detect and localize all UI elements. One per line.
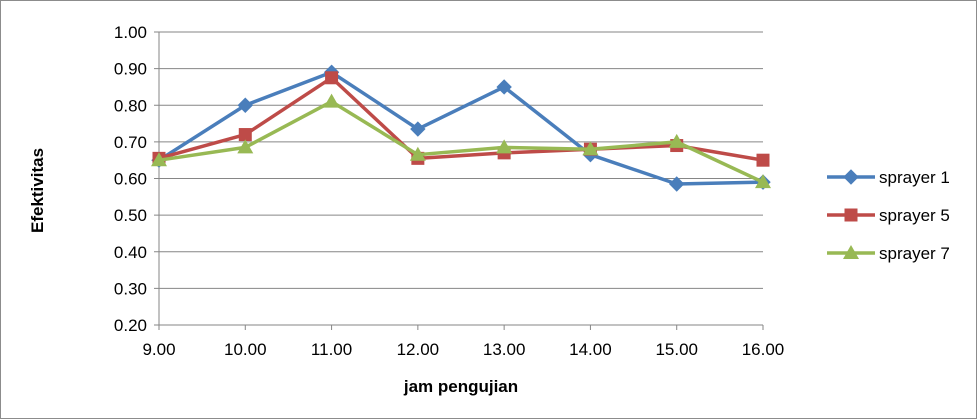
y-tick-label: 0.30 [114,279,147,298]
x-axis-title: jam pengujian [403,377,518,396]
legend-label: sprayer 1 [879,168,950,187]
legend-item: sprayer 1 [827,168,950,187]
series-sprayer-7 [151,93,771,189]
x-tick-label: 12.00 [397,340,440,359]
marker-triangle [409,146,426,161]
legend-label: sprayer 5 [879,206,950,225]
y-tick-label: 0.70 [114,133,147,152]
y-tick-label: 0.50 [114,206,147,225]
legend-label: sprayer 7 [879,244,950,263]
marker-triangle [668,133,685,148]
y-tick-label: 0.80 [114,96,147,115]
marker-triangle [237,139,254,154]
y-tick-label: 1.00 [114,23,147,42]
x-tick-label: 11.00 [311,340,352,359]
legend-item: sprayer 7 [827,244,950,263]
marker-diamond [410,121,426,137]
axes [154,31,764,330]
marker-triangle [755,174,771,189]
y-tick-label: 0.20 [114,316,147,335]
marker-triangle [323,93,340,108]
legend-item: sprayer 5 [827,206,950,225]
tick-labels: 0.20 0.30 0.40 0.50 0.60 0.70 0.80 0.90 1.00 9.00… [114,23,784,359]
x-tick-label: 16.00 [742,340,785,359]
marker-triangle [582,141,599,156]
marker-diamond [496,79,512,95]
x-tick-label: 9.00 [142,340,175,359]
marker-square [238,128,252,142]
marker-triangle [151,152,167,167]
marker-diamond [669,176,685,192]
y-tick-label: 0.90 [114,60,147,79]
series-line [158,76,764,162]
x-tick-label: 14.00 [569,340,612,359]
series-lines [151,64,771,192]
marker-triangle [496,139,513,154]
series-line [158,70,764,186]
marker-square [844,208,858,222]
marker-triangle [843,245,859,259]
marker-diamond [237,97,253,113]
y-tick-label: 0.40 [114,243,147,262]
gridlines [159,31,763,289]
series-line [158,99,764,184]
x-tick-label: 13.00 [483,340,526,359]
marker-square [325,71,339,85]
y-axis-title: Efektivitas [28,148,47,233]
marker-square [756,153,770,167]
x-tick-label: 10.00 [224,340,267,359]
y-tick-label: 0.60 [114,170,147,189]
x-tick-label: 15.00 [655,340,698,359]
marker-diamond [843,169,859,185]
legend: sprayer 1 sprayer 5 sprayer 7 [827,168,950,263]
